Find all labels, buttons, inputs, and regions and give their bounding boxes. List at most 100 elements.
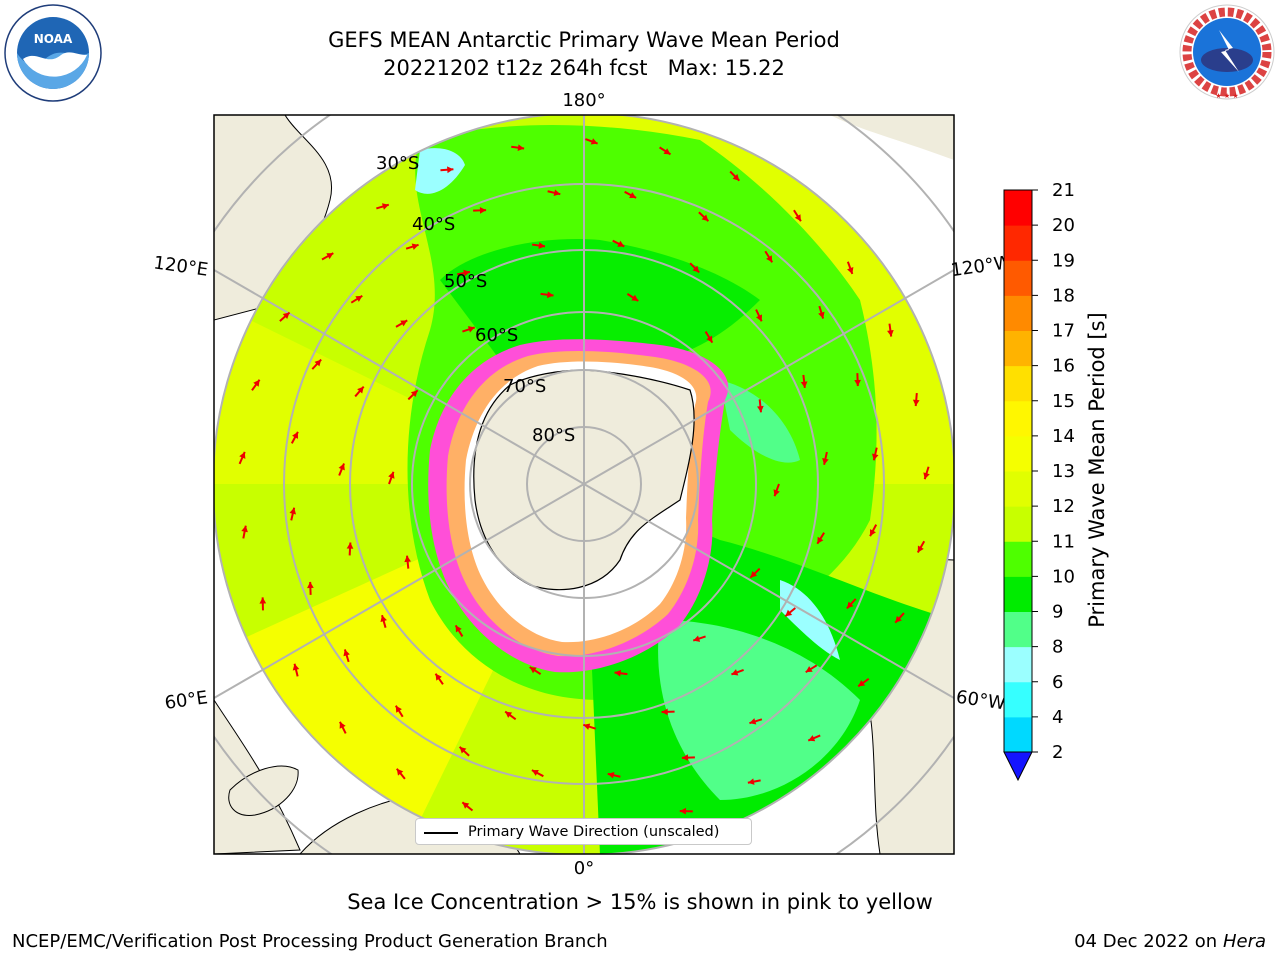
noaa-logo: NOAA (4, 4, 102, 102)
wave-arrow-head (757, 405, 764, 413)
wave-arrow-head (467, 326, 475, 333)
wave-arrow-head (693, 635, 701, 642)
wave-arrow-head (747, 778, 755, 785)
colorbar-segment (1004, 646, 1032, 683)
lat-label-70s: 70°S (503, 376, 546, 397)
wave-arrow-head (381, 203, 389, 210)
colorbar-segment (1004, 400, 1032, 437)
wave-arrow-head (253, 379, 260, 387)
wave-arrow-head (282, 312, 290, 320)
wave-arrow-head (357, 386, 364, 394)
colorbar-tick-label: 18 (1052, 285, 1075, 306)
wave-arrow-head (794, 214, 801, 222)
wave-arrow-head (590, 138, 598, 145)
wave-arrow-head (410, 390, 418, 398)
sea-ice-note: Sea Ice Concentration > 15% is shown in … (347, 890, 933, 914)
wave-arrow-head (617, 240, 625, 247)
wave-arrow-head (553, 189, 561, 197)
wave-arrow-head (681, 754, 689, 761)
wave-arrow-head (887, 330, 894, 337)
wave-arrow-head (314, 359, 322, 367)
wave-arrow-head (459, 746, 467, 754)
wave-arrow-head (871, 453, 879, 461)
wave-arrow-head (447, 166, 454, 174)
colorbar-segment (1004, 330, 1032, 367)
colorbar-segment (1004, 611, 1032, 648)
wave-arrow-head (338, 463, 345, 471)
wave-arrow-head (388, 471, 395, 479)
wave-arrow-head (808, 735, 816, 742)
colorbar-segment (1004, 365, 1032, 402)
map-frame (213, 114, 955, 855)
wave-arrow-head (380, 615, 387, 623)
colorbar-segment (1004, 541, 1032, 577)
colorbar-tick-label: 6 (1052, 672, 1063, 693)
nws-logo: ★ ★ ★ (1179, 4, 1275, 100)
wave-arrow-head (847, 267, 854, 274)
wave-arrow-head (239, 451, 246, 459)
wave-arrow-head (663, 148, 671, 155)
lat-label-60s: 60°S (475, 325, 518, 346)
lon-label-180: 180° (562, 90, 605, 111)
wave-arrow-head (411, 243, 419, 250)
colorbar-segment (1004, 260, 1032, 296)
wave-arrow-head (692, 265, 700, 273)
colorbar-title: Primary Wave Mean Period [s] (1085, 312, 1109, 628)
lon-label-60w: 60°W (955, 687, 1007, 715)
wave-arrow-head (912, 399, 920, 407)
wave-arrow-head (773, 489, 780, 497)
wave-arrow-head (846, 601, 854, 609)
wave-arrow-head (679, 807, 687, 815)
wave-arrow-head (259, 597, 267, 604)
wave-arrow-head (732, 173, 740, 181)
lat-label-50s: 50°S (444, 271, 487, 292)
wave-arrow-head (701, 214, 709, 222)
colorbar-segment (1004, 435, 1032, 472)
wave-arrow-head (631, 294, 639, 301)
colorbar-tick-label: 12 (1052, 496, 1075, 517)
wave-arrow-head (750, 570, 758, 578)
nws-logo-stars: ★ ★ ★ (1215, 92, 1238, 100)
colorbar-segment (1004, 190, 1032, 226)
wave-arrow-head (749, 718, 757, 725)
wave-arrow-head (479, 207, 487, 214)
colorbar-under-arrow (1003, 751, 1033, 782)
wave-arrow-head (546, 291, 554, 299)
wave-arrow-head (404, 555, 411, 563)
colorbar-segment (1004, 506, 1032, 542)
colorbar-segment (1004, 225, 1032, 261)
colorbar-tick-label: 8 (1052, 637, 1063, 658)
lat-label-80s: 80°S (532, 425, 575, 446)
legend-label: Primary Wave Direction (unscaled) (468, 824, 720, 840)
colorbar: 2 4 6 8 9 10 11 12 13 14 15 16 17 18 19 20 21 (1003, 180, 1075, 782)
wave-arrow-head (435, 673, 442, 681)
wave-arrow-head (629, 192, 637, 198)
wave-arrow-head (818, 311, 825, 319)
wave-arrow-head (531, 770, 539, 776)
lon-label-120e: 120°E (152, 252, 209, 280)
colorbar-tick-label: 16 (1052, 356, 1075, 377)
wave-arrow-head (517, 144, 525, 152)
wave-arrow-head (731, 669, 739, 676)
wave-arrow-head (455, 625, 462, 633)
wave-arrow-head (339, 721, 346, 729)
wave-arrow-head (870, 529, 876, 537)
wave-arrow-head (538, 242, 545, 249)
wave-arrow-head (766, 255, 773, 263)
colorbar-tick-label: 14 (1052, 426, 1075, 447)
wave-arrow-head (505, 711, 513, 718)
wave-arrow-head (355, 295, 363, 302)
wave-arrow-head (895, 615, 902, 623)
lon-label-0: 0° (574, 858, 594, 879)
colorbar-tick-label: 15 (1052, 391, 1075, 412)
wave-arrow-head (661, 708, 668, 716)
wave-arrow-head (241, 525, 248, 533)
wave-arrow-head (395, 705, 402, 713)
wave-arrow-head (463, 269, 470, 277)
colorbar-segment (1004, 576, 1032, 612)
lat-label-40s: 40°S (412, 214, 455, 235)
wave-arrow-head (400, 320, 408, 327)
lat-label-30s: 30°S (376, 153, 419, 174)
colorbar-tick-label: 11 (1052, 531, 1075, 552)
